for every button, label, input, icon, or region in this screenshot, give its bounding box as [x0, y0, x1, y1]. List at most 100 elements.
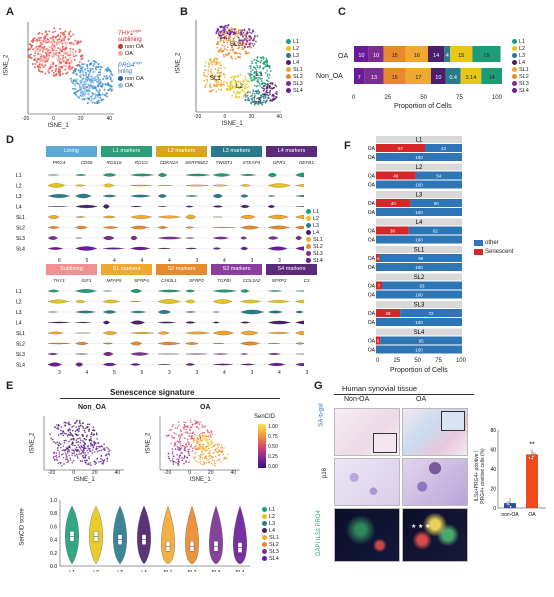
scatter-point: [166, 435, 169, 437]
legend-swatch: [306, 216, 311, 221]
scatter-point: [83, 98, 86, 101]
legend-swatch: [306, 251, 311, 256]
scatter-point: [46, 52, 49, 55]
scatter-point: [87, 426, 89, 428]
scatter-point: [80, 449, 83, 451]
scatter-point: [262, 101, 264, 104]
f-bar-other: [382, 281, 462, 290]
scatter-point: [214, 67, 217, 70]
scatter-point: [78, 61, 81, 64]
scatter-point: [80, 63, 83, 66]
scatter-point: [265, 90, 268, 93]
scatter-point: [226, 46, 229, 49]
scatter-point: [272, 86, 275, 89]
scatter-point: [266, 75, 269, 77]
d-violin: [267, 353, 281, 355]
d-violin: [267, 172, 277, 178]
scatter-point: [271, 87, 273, 90]
scatter-point: [203, 74, 206, 77]
scatter-point: [266, 60, 269, 63]
scatter-point: [203, 452, 205, 455]
scatter-point: [56, 427, 58, 430]
d-violin: [130, 300, 141, 303]
scatter-point: [34, 57, 37, 60]
d-violin: [130, 332, 154, 334]
scatter-point: [37, 50, 40, 53]
scatter-point: [74, 430, 77, 433]
scatter-point: [210, 442, 213, 444]
scatter-point: [76, 457, 79, 459]
f-group-label: SL3: [414, 303, 425, 309]
scatter-point: [58, 73, 61, 76]
d-violin: [212, 205, 224, 208]
legend-item: SL3: [286, 80, 303, 87]
e-violin-xtick: SL4: [236, 570, 245, 572]
f-group-label: SL1: [414, 248, 425, 254]
scatter-point: [243, 39, 246, 42]
scatter-point: [68, 64, 71, 67]
d-violin: [212, 236, 229, 240]
scatter-point: [205, 61, 208, 64]
scatter-point: [194, 456, 197, 458]
scatter-point: [250, 32, 253, 35]
scatter-point: [223, 458, 225, 460]
scatter-point: [231, 57, 234, 60]
scatter-point: [245, 51, 248, 53]
scatter-point: [95, 89, 98, 92]
scatter-point: [90, 442, 92, 444]
scatter-point: [178, 448, 180, 451]
c-bar-segment: [444, 46, 451, 62]
scatter-point: [242, 90, 245, 93]
d-violin: [295, 172, 304, 178]
e-violin-xtick: L4: [141, 570, 147, 572]
scatter-point: [58, 453, 61, 455]
scatter-point: [244, 99, 246, 102]
scatter-point: [193, 457, 195, 460]
scatter-point: [83, 449, 85, 451]
scatter-point: [82, 427, 85, 429]
scatter-point: [55, 73, 58, 76]
d-group-header: L2 markers: [156, 146, 207, 157]
scatter-point: [79, 437, 81, 440]
scatter-point: [217, 32, 220, 34]
f-bar-other: [379, 254, 462, 262]
scatter-point: [40, 55, 43, 58]
scatter-point: [59, 31, 62, 34]
scatter-point: [211, 60, 214, 63]
f-group-label: SL2: [414, 275, 425, 281]
scatter-point: [180, 434, 182, 437]
d-violin: [295, 342, 304, 345]
d-xtick: 3: [250, 370, 254, 376]
scatter-point: [219, 49, 222, 52]
f-xtick: 75: [435, 358, 442, 364]
scatter-point: [48, 30, 51, 33]
scatter-point: [219, 25, 221, 28]
f-bar-other: [410, 199, 462, 207]
scatter-point: [57, 426, 59, 428]
scatter-point: [257, 103, 260, 106]
c-bar-segment: [383, 46, 406, 62]
scatter-point: [58, 455, 61, 458]
scatter-point: [74, 454, 77, 457]
scatter-point: [217, 69, 219, 71]
panel-a-tsne-plot: [27, 22, 114, 115]
d-violin: [185, 247, 197, 250]
scatter-point: [243, 83, 246, 85]
scatter-point: [76, 78, 79, 81]
scatter-point: [263, 93, 266, 96]
scatter-point: [201, 453, 203, 456]
legend-item: L4: [512, 59, 529, 66]
d-violin: [75, 362, 84, 367]
scatter-point: [186, 438, 189, 441]
scatter-point: [178, 434, 180, 436]
scatter-point: [209, 84, 211, 87]
d-violin: [47, 342, 70, 345]
scatter-point: [218, 443, 221, 446]
legend-label: SL1: [269, 534, 279, 541]
legend-swatch: [262, 528, 267, 533]
scatter-point: [234, 86, 236, 89]
scatter-point: [257, 76, 260, 79]
d-violin: [240, 330, 259, 336]
d-xtick: 4: [223, 258, 226, 264]
legend-swatch: [512, 81, 517, 86]
